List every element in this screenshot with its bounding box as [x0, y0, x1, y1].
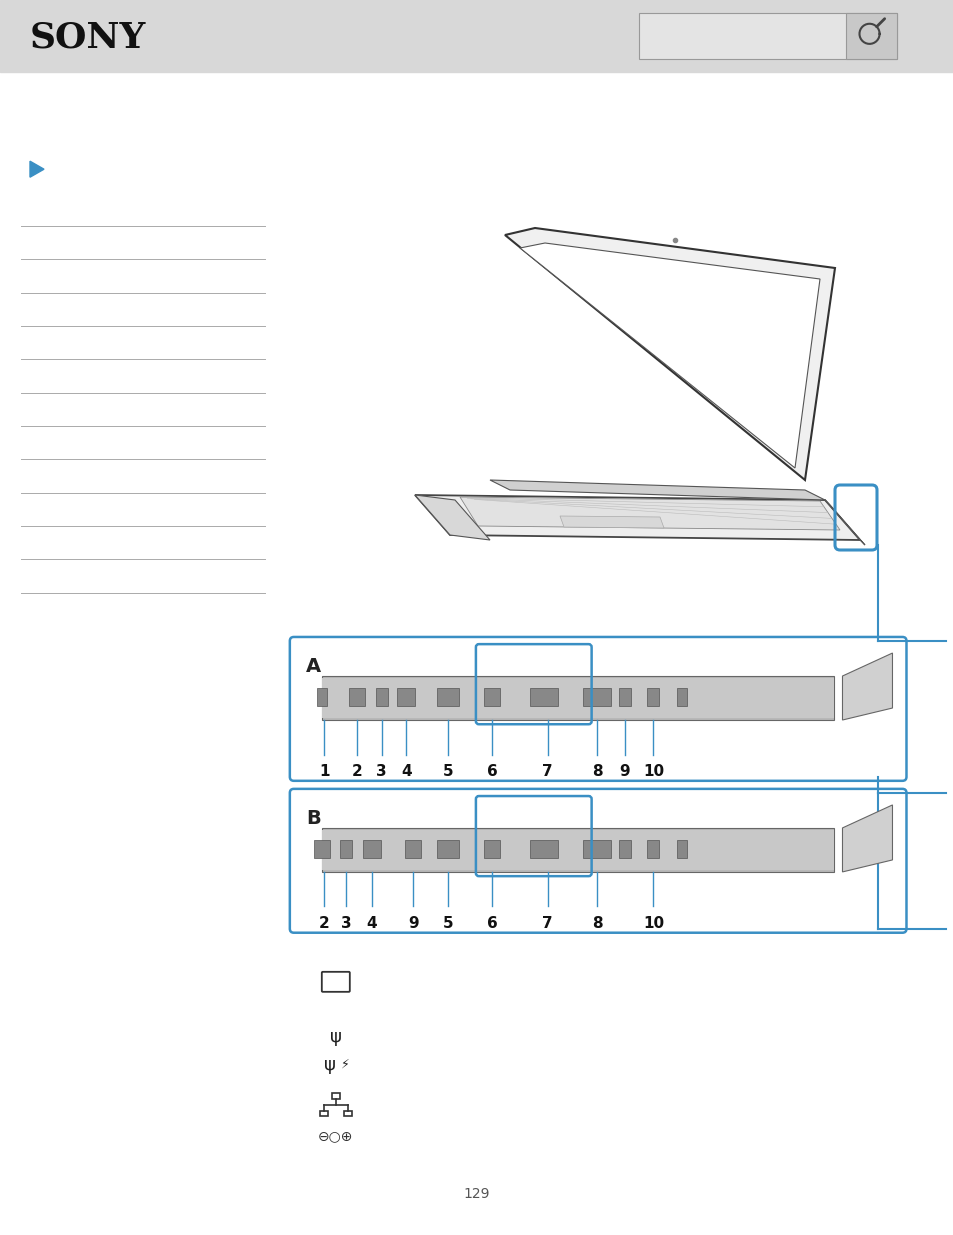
Polygon shape: [841, 653, 892, 720]
Text: 2: 2: [318, 916, 330, 931]
Text: 6: 6: [486, 764, 497, 779]
Bar: [582, 688, 611, 706]
Text: 4: 4: [366, 916, 377, 931]
Bar: [647, 840, 659, 858]
Bar: [349, 688, 364, 706]
Bar: [332, 1093, 339, 1099]
Bar: [397, 688, 415, 706]
Text: ⚡: ⚡: [341, 1058, 350, 1071]
Bar: [436, 840, 459, 858]
Polygon shape: [415, 495, 859, 540]
Polygon shape: [490, 480, 824, 500]
Text: 6: 6: [486, 916, 497, 931]
Bar: [321, 830, 834, 869]
Bar: [321, 827, 834, 872]
Bar: [484, 840, 499, 858]
Bar: [363, 840, 380, 858]
Bar: [529, 688, 558, 706]
Text: 7: 7: [541, 764, 553, 779]
Text: ⊖○⊕: ⊖○⊕: [317, 1129, 354, 1144]
Polygon shape: [30, 162, 44, 177]
FancyBboxPatch shape: [290, 637, 905, 781]
FancyBboxPatch shape: [290, 789, 905, 932]
Bar: [343, 1110, 352, 1115]
Text: 9: 9: [618, 764, 630, 779]
Bar: [618, 688, 630, 706]
Text: 2: 2: [351, 764, 362, 779]
Text: ψ: ψ: [330, 1029, 341, 1046]
Bar: [314, 840, 330, 858]
Bar: [317, 688, 327, 706]
Polygon shape: [841, 805, 892, 872]
Bar: [375, 688, 387, 706]
Text: 9: 9: [407, 916, 418, 931]
Bar: [845, 12, 896, 59]
Text: 5: 5: [442, 916, 454, 931]
Text: ψ: ψ: [323, 1056, 335, 1073]
Text: B: B: [306, 809, 320, 827]
Bar: [319, 1110, 328, 1115]
Text: A: A: [306, 657, 320, 676]
Text: 4: 4: [400, 764, 412, 779]
Text: 1: 1: [318, 764, 330, 779]
Bar: [677, 688, 686, 706]
Bar: [405, 840, 420, 858]
Text: 10: 10: [642, 916, 663, 931]
Bar: [321, 676, 834, 720]
Bar: [582, 840, 611, 858]
Text: 7: 7: [541, 916, 553, 931]
Text: 8: 8: [591, 764, 602, 779]
FancyBboxPatch shape: [321, 972, 350, 992]
Polygon shape: [415, 495, 490, 540]
Bar: [647, 688, 659, 706]
Text: 3: 3: [375, 764, 387, 779]
Bar: [321, 678, 834, 718]
Bar: [436, 688, 459, 706]
Bar: [677, 840, 686, 858]
Bar: [639, 12, 896, 59]
Text: 3: 3: [340, 916, 352, 931]
Polygon shape: [519, 243, 820, 468]
Bar: [618, 840, 630, 858]
Text: 129: 129: [463, 1187, 490, 1202]
Bar: [340, 840, 352, 858]
Bar: [529, 840, 558, 858]
Text: 5: 5: [442, 764, 454, 779]
Polygon shape: [824, 500, 864, 545]
Bar: [484, 688, 499, 706]
Text: 10: 10: [642, 764, 663, 779]
Polygon shape: [459, 496, 840, 530]
Bar: [0, 0, 953, 72]
Text: 8: 8: [591, 916, 602, 931]
Text: SONY: SONY: [30, 20, 146, 54]
Polygon shape: [504, 228, 834, 480]
Polygon shape: [559, 516, 663, 529]
